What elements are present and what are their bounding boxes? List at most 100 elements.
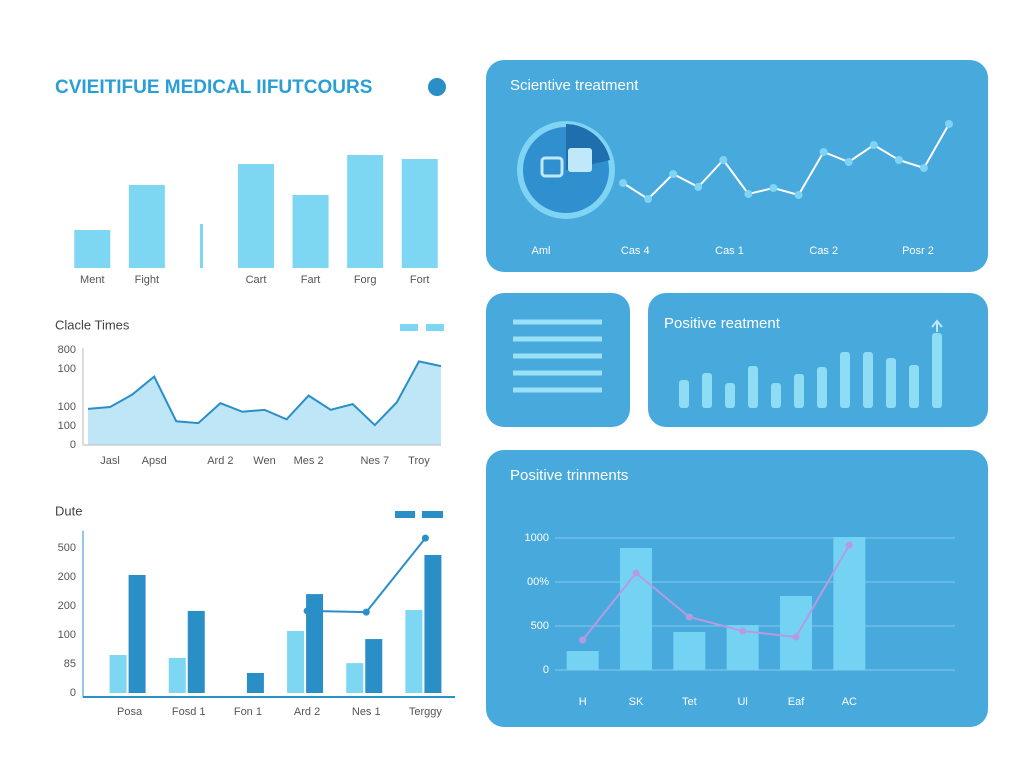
point [303,607,311,615]
bar [401,159,438,268]
point [669,170,678,178]
icon [517,121,615,219]
x-tick-label: Ul [737,696,747,708]
chart-title: Scientive treatment [510,77,639,94]
x-tick-label: Eaf [788,696,805,708]
bar [347,155,384,268]
y-tick-label: 200 [58,600,76,612]
x-tick-label: Apsd [142,455,167,467]
y-tick-label: 85 [64,658,76,670]
point [845,541,853,549]
panel [486,450,988,727]
x-tick-label: Terggy [409,706,443,718]
bar [199,224,203,268]
y-tick-label: 100 [58,629,76,641]
line [581,544,851,641]
y-tick-label: 0 [70,687,76,699]
x-tick-label: Cart [246,274,267,286]
point [945,120,953,128]
point [769,184,778,192]
arrow [931,319,943,332]
x-tick-label: Cas 1 [715,245,744,257]
bar [424,554,442,693]
bar [725,383,735,408]
point [694,183,703,191]
dot [428,78,446,96]
point [644,195,653,203]
x-tick-label: Posa [117,706,143,718]
x-tick-label: H [579,696,587,708]
y-tick-label: 1000 [525,532,549,544]
bar [886,358,896,408]
bar [620,548,652,670]
bar [306,594,324,693]
bar [292,195,329,268]
bar [702,373,712,408]
x-tick-label: Cas 2 [809,245,838,257]
y-tick-label: 500 [58,542,76,554]
legend-swatch [400,324,418,331]
bar [128,185,165,268]
bar [863,352,873,408]
bar [238,164,274,268]
y-tick-label: 500 [531,620,549,632]
point [744,190,753,198]
bar [287,630,305,693]
line [622,123,950,201]
point [792,633,800,641]
bar [840,352,850,408]
bar [109,655,127,693]
bar [246,672,264,693]
point [739,627,747,635]
x-tick-label: Wen [253,455,275,467]
chart-title: Positive reatment [664,315,781,332]
point [632,569,640,577]
point [794,191,803,199]
x-tick-label: Nes 7 [360,455,389,467]
x-tick-label: SK [629,696,644,708]
bar [187,610,205,693]
chart-title: Clacle Times [55,317,130,332]
y-tick-label: 100 [58,363,76,375]
x-tick-label: Fosd 1 [172,706,206,718]
x-tick-label: Ard 2 [294,706,320,718]
bar [168,657,186,693]
x-tick-label: Fight [135,274,159,286]
point [894,156,903,164]
bar [679,380,689,408]
x-tick-label: Ard 2 [207,455,233,467]
point [719,156,728,164]
point [421,534,429,542]
x-tick-label: Troy [408,455,430,467]
point [579,636,587,644]
chart-title: Positive trinments [510,467,628,484]
bar [794,374,804,408]
panel [486,293,630,427]
x-tick-label: Aml [532,245,551,257]
line [87,360,442,427]
bar [346,663,364,693]
legend-swatches [395,324,444,518]
bar [566,650,599,670]
legend-swatch [422,511,443,518]
list-icon [513,319,602,393]
point [844,158,853,166]
x-tick-label: Forg [354,274,377,286]
bar [748,366,758,408]
area [88,361,441,445]
x-tick-label: Cas 4 [621,245,650,257]
y-tick-label: 100 [58,420,76,432]
point [869,141,878,149]
x-tick-label: Mes 2 [294,455,324,467]
bar [932,333,942,408]
bar [833,537,866,670]
x-tick-label: AC [842,696,857,708]
y-tick-label: 0 [543,664,549,676]
bar [74,230,111,268]
x-tick-label: Posr 2 [902,245,934,257]
bar [909,365,919,408]
point [619,179,627,187]
bar [405,610,423,693]
y-tick-label: 100 [58,401,76,413]
